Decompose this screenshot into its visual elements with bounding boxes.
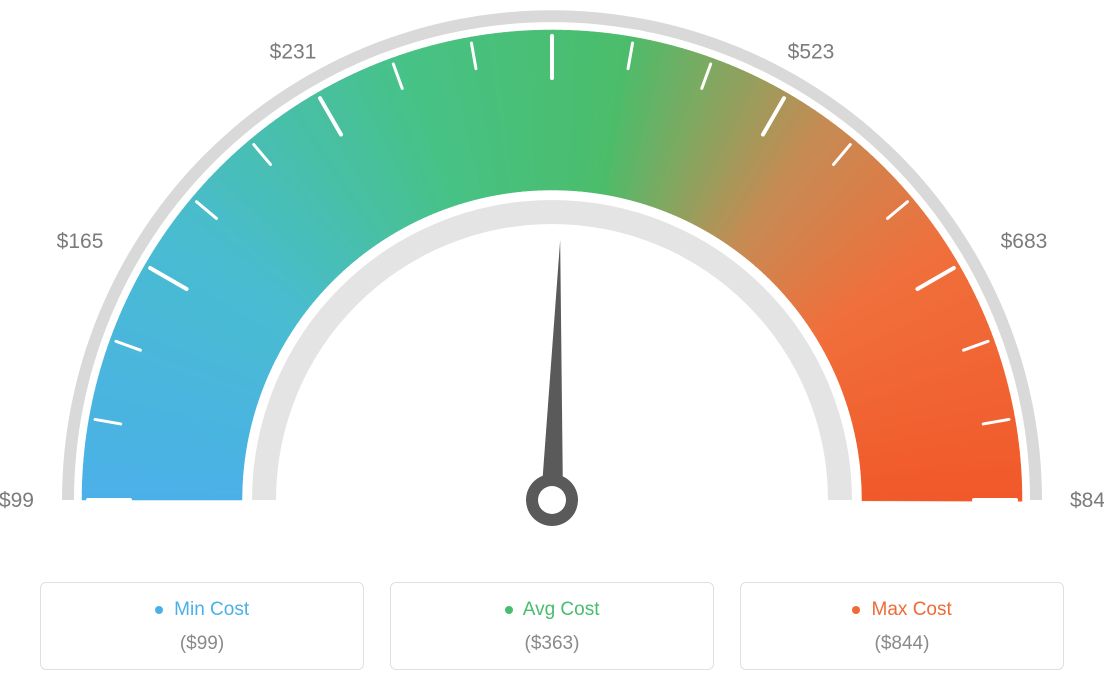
svg-text:$683: $683 bbox=[1001, 230, 1048, 253]
legend-dot-avg bbox=[505, 606, 513, 614]
legend-text-avg: Avg Cost bbox=[523, 599, 600, 620]
svg-text:$523: $523 bbox=[788, 40, 835, 63]
svg-text:$165: $165 bbox=[57, 230, 104, 253]
svg-text:$231: $231 bbox=[270, 40, 317, 63]
legend-value-max: ($844) bbox=[751, 633, 1053, 655]
legend-label-avg: Avg Cost bbox=[401, 599, 703, 621]
svg-text:$99: $99 bbox=[0, 489, 34, 512]
legend-card-min: Min Cost ($99) bbox=[40, 582, 364, 670]
legend-value-min: ($99) bbox=[51, 633, 353, 655]
legend-dot-min bbox=[155, 606, 163, 614]
legend-row: Min Cost ($99) Avg Cost ($363) Max Cost … bbox=[0, 582, 1104, 670]
legend-card-avg: Avg Cost ($363) bbox=[390, 582, 714, 670]
legend-text-min: Min Cost bbox=[174, 599, 249, 620]
legend-card-max: Max Cost ($844) bbox=[740, 582, 1064, 670]
gauge-chart: $99$165$231$363$523$683$844 bbox=[0, 0, 1104, 560]
legend-label-max: Max Cost bbox=[751, 599, 1053, 621]
legend-text-max: Max Cost bbox=[872, 599, 952, 620]
svg-text:$844: $844 bbox=[1070, 489, 1104, 512]
legend-value-avg: ($363) bbox=[401, 633, 703, 655]
gauge-svg: $99$165$231$363$523$683$844 bbox=[0, 0, 1104, 560]
legend-label-min: Min Cost bbox=[51, 599, 353, 621]
legend-dot-max bbox=[852, 606, 860, 614]
